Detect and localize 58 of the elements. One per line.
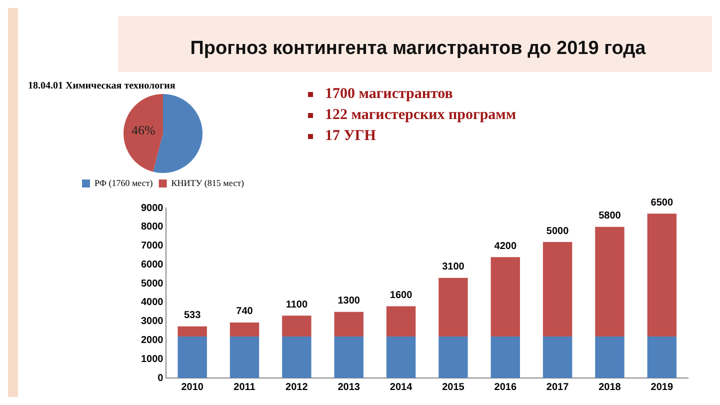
bar xyxy=(282,316,312,336)
bar xyxy=(334,312,364,336)
bar xyxy=(438,336,468,378)
data-label: 6500 xyxy=(650,197,674,208)
data-label: 1300 xyxy=(338,296,360,307)
bar xyxy=(230,322,260,336)
data-label: 5000 xyxy=(546,226,570,237)
text: 1700 магистрантов xyxy=(325,85,453,104)
x-tick-label: 2013 xyxy=(338,382,360,393)
bar xyxy=(230,336,260,378)
data-label: 5800 xyxy=(598,210,622,222)
bar xyxy=(490,336,520,378)
y-tick-label: 4000 xyxy=(140,297,164,308)
chart-title: Прогноз контингента магистрантов до 2019 года xyxy=(189,38,647,60)
y-tick-label: 1000 xyxy=(140,354,164,365)
y-tick-label: 2000 xyxy=(140,334,164,346)
data-label: 3100 xyxy=(442,262,465,273)
bar xyxy=(438,278,468,336)
bar xyxy=(595,226,624,336)
x-tick-label: 2019 xyxy=(650,382,674,393)
data-label: 4200 xyxy=(494,240,517,252)
legend-label: РФ (1760 мест) xyxy=(94,178,153,188)
data-label: 1100 xyxy=(286,299,308,310)
x-tick-label: 2018 xyxy=(598,382,622,393)
bar xyxy=(386,306,416,336)
text: 122 магистерских программ xyxy=(325,106,516,125)
x-tick-label: 2015 xyxy=(442,382,465,393)
y-tick-label: 5000 xyxy=(140,278,164,290)
x-tick-label: 2014 xyxy=(390,382,413,393)
data-label: 1600 xyxy=(390,290,413,301)
y-tick-label: 6000 xyxy=(140,259,164,270)
y-tick-label: 7000 xyxy=(140,240,164,252)
bar xyxy=(282,336,312,378)
x-tick-label: 2011 xyxy=(234,382,256,393)
bar xyxy=(647,214,677,336)
bar xyxy=(178,336,207,378)
bar xyxy=(542,242,572,336)
y-tick-label: 3000 xyxy=(140,316,164,328)
x-tick-label: 2016 xyxy=(494,382,517,393)
x-tick-label: 2010 xyxy=(181,382,204,393)
x-tick-label: 2017 xyxy=(546,382,570,393)
bar xyxy=(386,336,416,378)
bar xyxy=(490,257,520,336)
chart-title: 18.04.01 Химическая технология xyxy=(28,80,176,92)
legend-label: КНИТУ (815 мест) xyxy=(171,178,244,188)
y-tick-label: 0 xyxy=(158,372,164,384)
bar xyxy=(647,336,677,378)
y-tick-label: 8000 xyxy=(140,222,164,233)
bar xyxy=(178,326,207,336)
x-tick-label: 2012 xyxy=(286,382,308,393)
bar xyxy=(542,336,572,378)
data-label: 46% xyxy=(131,122,156,138)
bar xyxy=(595,336,624,378)
data-label: 740 xyxy=(236,306,254,318)
data-label: 533 xyxy=(184,310,202,322)
text: 17 УГН xyxy=(325,127,376,146)
y-tick-label: 9000 xyxy=(140,202,164,214)
bar xyxy=(334,336,364,378)
